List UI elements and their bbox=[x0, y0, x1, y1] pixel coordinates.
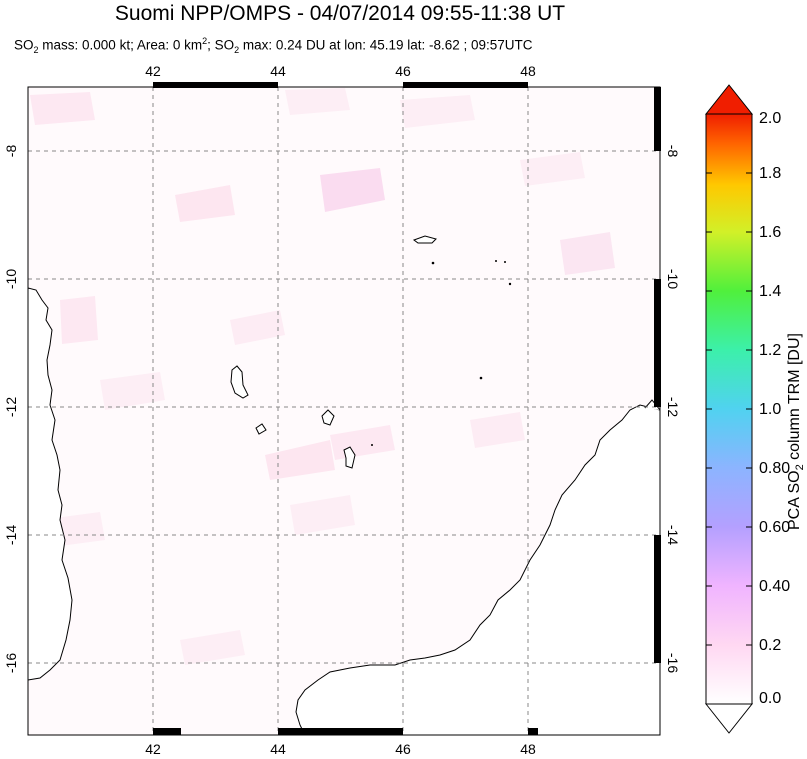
colorbar-tick-label: 1.6 bbox=[759, 224, 782, 241]
lat-tick-label: -10 bbox=[3, 269, 19, 289]
colorbar-tick-label: 0.80 bbox=[759, 460, 791, 477]
lat-labels-right: -8 -10 -12 -14 -16 bbox=[665, 145, 681, 674]
map-title: Suomi NPP/OMPS - 04/07/2014 09:55-11:38 … bbox=[114, 2, 566, 25]
lat-tick-label: -14 bbox=[665, 525, 681, 545]
lat-tick-label: -16 bbox=[3, 653, 19, 673]
colorbar-tick-label: 0.0 bbox=[759, 690, 782, 707]
lat-labels-left: -8 -10 -12 -14 -16 bbox=[3, 145, 19, 674]
colorbar-tick-label: 1.0 bbox=[759, 401, 782, 418]
colorbar bbox=[704, 84, 754, 734]
lat-tick-label: -8 bbox=[3, 145, 19, 158]
lat-tick-label: -16 bbox=[665, 653, 681, 673]
lat-tick-label: -8 bbox=[665, 145, 681, 158]
colorbar-tick-label: 0.60 bbox=[759, 519, 791, 536]
lat-tick-label: -14 bbox=[3, 525, 19, 545]
colorbar-tick-label: 0.2 bbox=[759, 637, 782, 654]
colorbar-title: PCA SO2 column TRM [DU] bbox=[786, 333, 807, 530]
small-islets bbox=[371, 260, 512, 446]
mayotte bbox=[343, 446, 356, 469]
lon-tick-label: 48 bbox=[520, 63, 536, 79]
lon-tick-label: 44 bbox=[270, 63, 286, 79]
lon-labels-bottom: 42 44 46 48 bbox=[145, 741, 536, 757]
colorbar-tick-label: 2.0 bbox=[759, 110, 782, 127]
lon-tick-label: 42 bbox=[145, 63, 161, 79]
lon-tick-label: 48 bbox=[520, 741, 536, 757]
map-frame bbox=[27, 82, 661, 736]
colorbar-tick-label: 0.40 bbox=[759, 578, 791, 595]
lon-tick-label: 44 bbox=[270, 741, 286, 757]
colorbar-bottom-arrow bbox=[704, 703, 754, 734]
anjouan bbox=[321, 409, 335, 426]
colorbar-tick-label: 1.2 bbox=[759, 342, 782, 359]
colorbar-top-arrow bbox=[704, 84, 754, 115]
lat-tick-label: -12 bbox=[665, 397, 681, 417]
lat-tick-label: -12 bbox=[3, 397, 19, 417]
colorbar-tick-label: 1.8 bbox=[759, 165, 782, 182]
coastlines bbox=[28, 235, 660, 735]
lat-tick-label: -10 bbox=[665, 269, 681, 289]
lon-tick-label: 46 bbox=[395, 741, 411, 757]
africa-coast bbox=[28, 287, 73, 681]
map-subtitle: SO2 mass: 0.000 kt; Area: 0 km2; SO2 max… bbox=[14, 36, 533, 56]
so2-pixels bbox=[30, 88, 655, 715]
colorbar-gradient bbox=[705, 113, 753, 705]
moheli bbox=[255, 423, 267, 435]
lon-tick-label: 42 bbox=[145, 741, 161, 757]
lon-tick-label: 46 bbox=[395, 63, 411, 79]
grande-comore bbox=[230, 365, 249, 399]
madagascar-coast bbox=[295, 404, 660, 735]
graticule bbox=[28, 87, 660, 735]
colorbar-tick-label: 1.4 bbox=[759, 283, 782, 300]
lon-labels-top: 42 44 46 48 bbox=[145, 63, 536, 79]
aldabra bbox=[412, 235, 437, 244]
